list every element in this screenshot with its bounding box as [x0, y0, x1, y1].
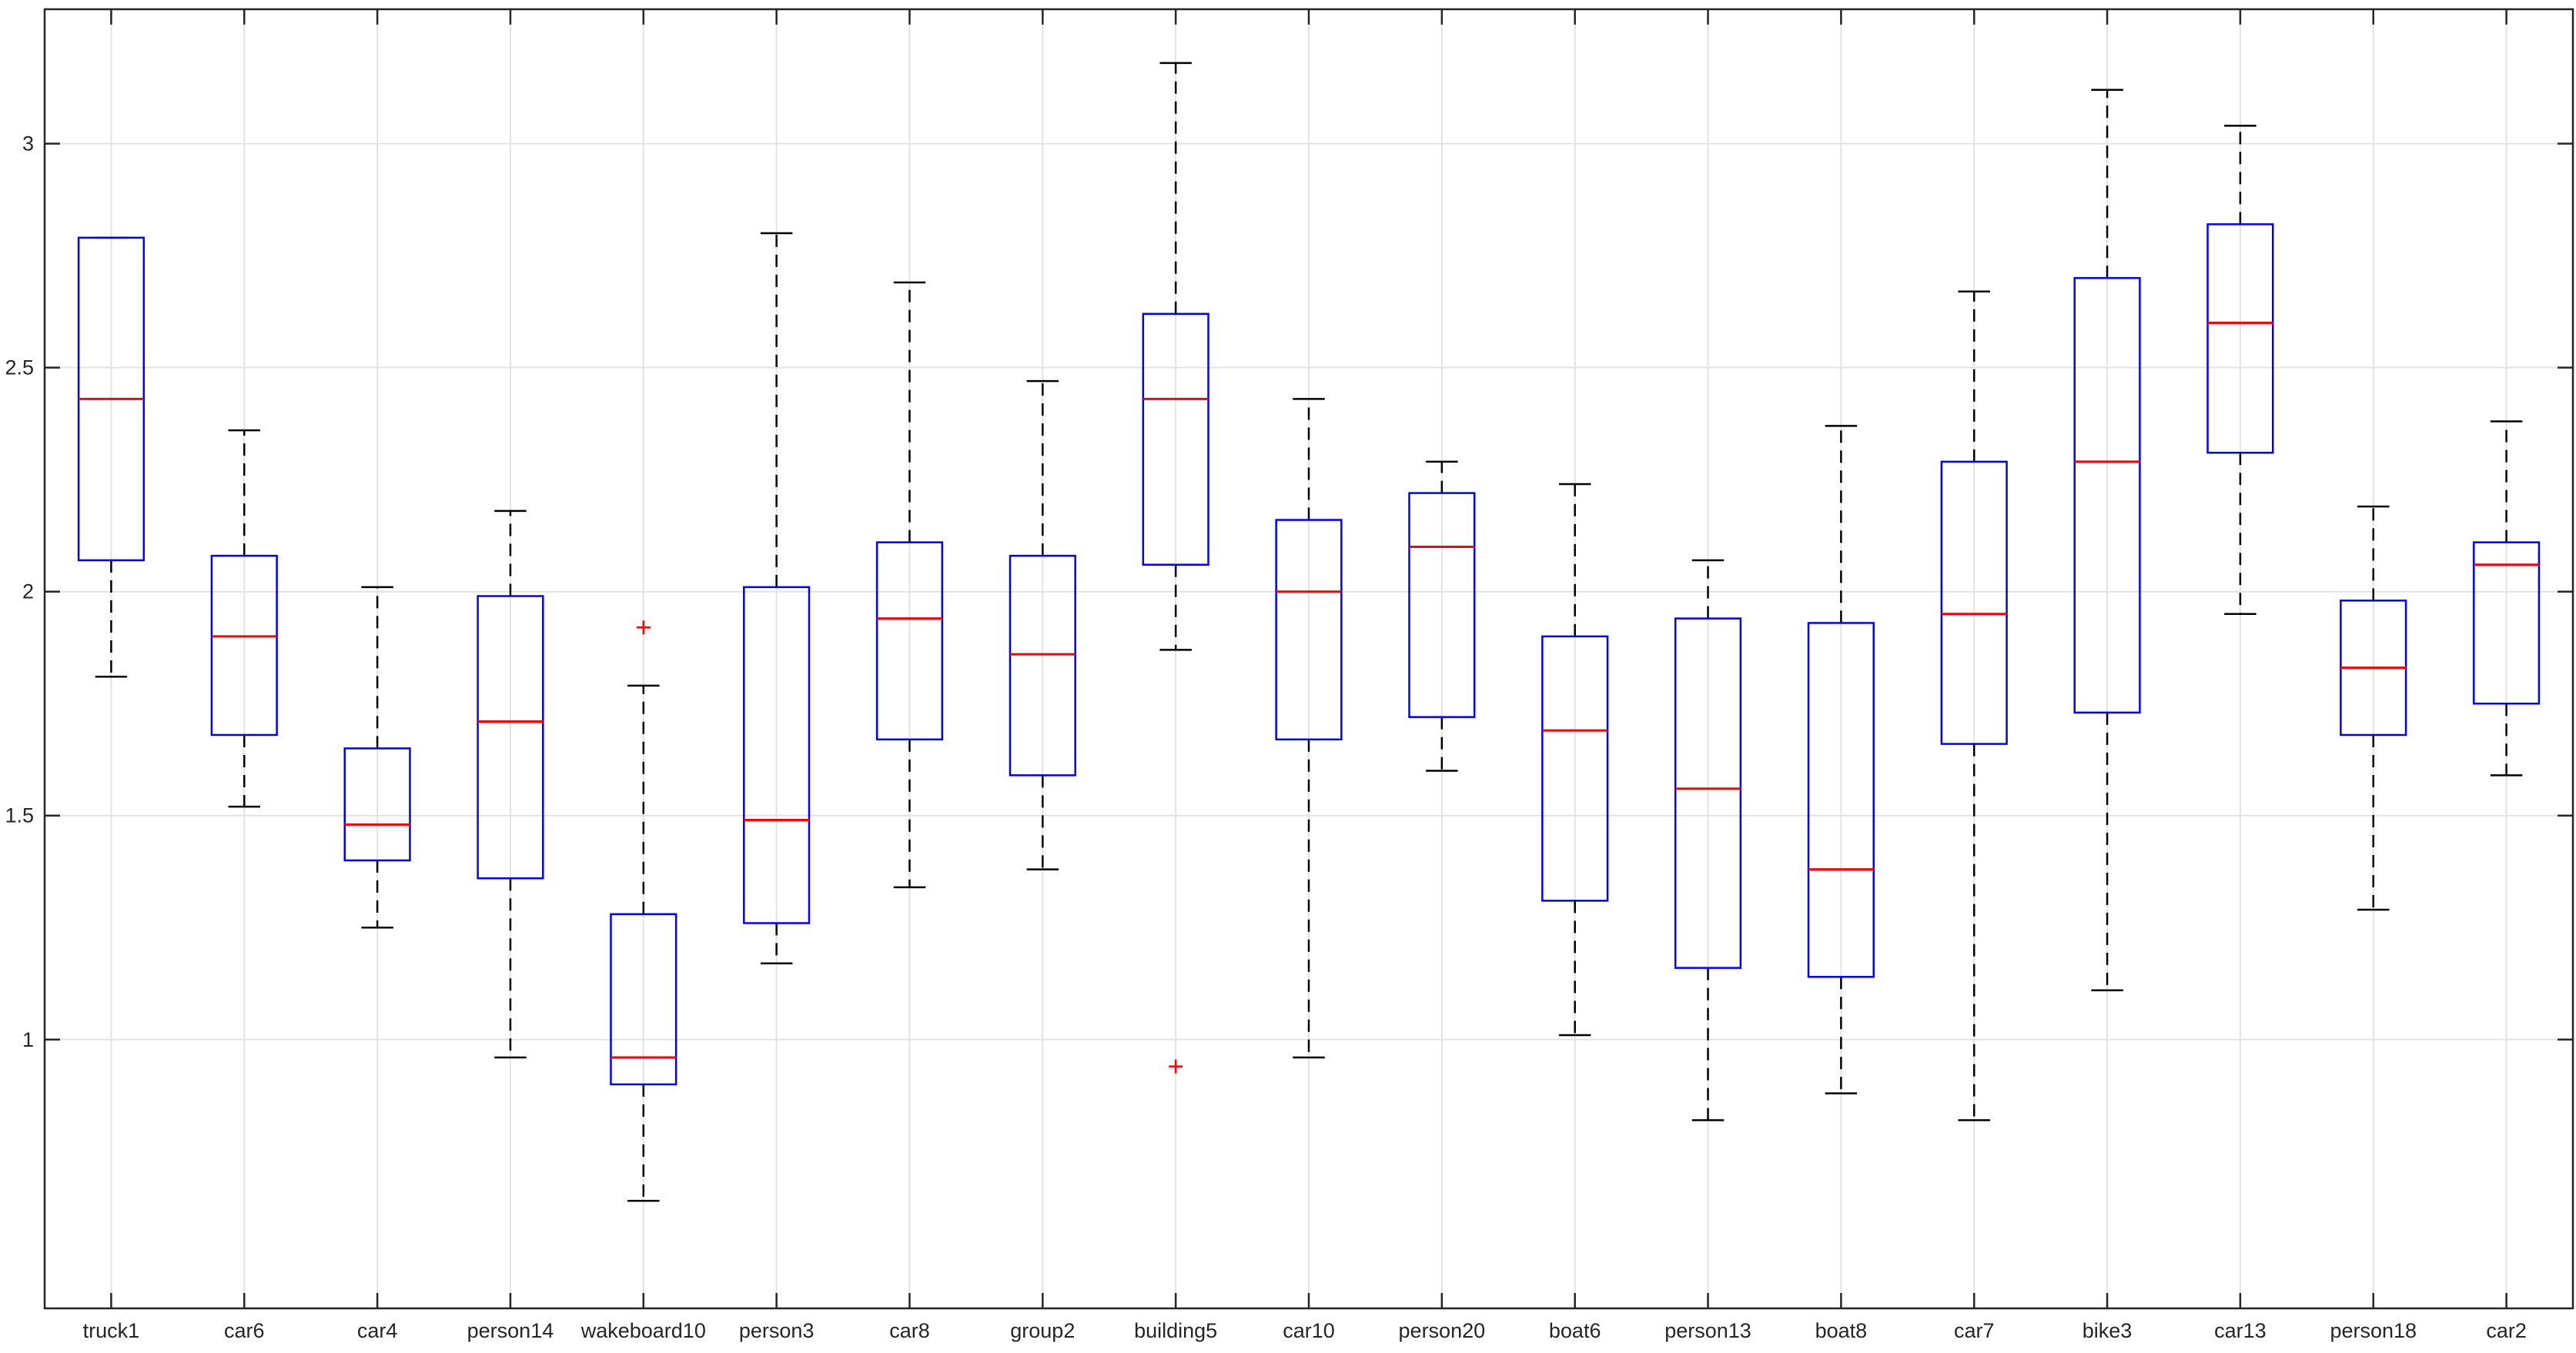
x-tick-label: car4	[357, 1319, 398, 1342]
iqr-box	[1940, 460, 2008, 745]
y-tick-label: 2	[22, 580, 34, 603]
x-tick-label: person20	[1399, 1319, 1486, 1342]
box-truck1	[77, 236, 146, 678]
box-person14	[477, 509, 544, 1059]
y-tick-label: 3	[22, 132, 34, 155]
iqr-box	[210, 554, 278, 737]
iqr-box	[610, 913, 677, 1086]
iqr-box	[1674, 617, 1742, 969]
x-tick-label: person18	[2330, 1319, 2417, 1342]
box-bike3	[2073, 89, 2141, 991]
x-tick-label: bike3	[2083, 1319, 2133, 1342]
x-tick-label: building5	[1134, 1319, 1217, 1342]
iqr-box	[2206, 223, 2274, 454]
iqr-box	[477, 595, 544, 880]
iqr-box	[1807, 622, 1875, 978]
box-car4	[343, 586, 411, 929]
iqr-box	[2073, 276, 2141, 714]
outlier-marker	[636, 620, 651, 635]
x-tick-label: wakeboard10	[580, 1319, 706, 1342]
box-person3	[743, 232, 811, 965]
box-building5	[1142, 62, 1209, 1074]
x-tick-label: truck1	[83, 1319, 140, 1342]
x-tick-label: person14	[467, 1319, 554, 1342]
y-tick-label: 2.5	[5, 356, 34, 379]
y-tick-label: 1.5	[5, 804, 34, 827]
x-tick-label: car8	[889, 1319, 930, 1342]
labels-layer: 1 1.5 2 2.5 3 truck1 car6 car4 person14 wakeboard…	[5, 132, 2526, 1342]
x-tick-label: boat6	[1549, 1319, 1601, 1342]
iqr-box	[875, 541, 944, 741]
box-car6	[210, 429, 278, 808]
x-tick-label: boat8	[1815, 1319, 1868, 1342]
iqr-box	[1408, 492, 1476, 718]
iqr-box	[1009, 554, 1076, 777]
iqr-box	[343, 747, 411, 862]
x-tick-label: car10	[1283, 1319, 1335, 1342]
iqr-box	[1541, 635, 1609, 902]
x-tick-label: group2	[1010, 1319, 1075, 1342]
x-tick-label: car13	[2214, 1319, 2267, 1342]
x-tick-label: person13	[1664, 1319, 1751, 1342]
box-group2	[1009, 379, 1076, 870]
box-boat6	[1541, 483, 1609, 1037]
box-person18	[2340, 505, 2407, 911]
box-car7	[1940, 290, 2008, 1121]
iqr-box	[1275, 519, 1343, 741]
box-person20	[1408, 460, 1476, 772]
box-car13	[2206, 125, 2274, 616]
y-tick-label: 1	[22, 1028, 34, 1051]
box-wakeboard10	[610, 620, 677, 1202]
iqr-box	[1142, 312, 1209, 566]
grid-layer	[45, 9, 2573, 1308]
iqr-box	[743, 586, 811, 924]
x-tick-label: person3	[739, 1319, 815, 1342]
box-car8	[875, 281, 944, 889]
box-car2	[2472, 420, 2541, 777]
x-tick-label: car6	[224, 1319, 265, 1342]
x-tick-label: car2	[2486, 1319, 2527, 1342]
box-boat8	[1807, 425, 1875, 1094]
boxes-layer	[77, 62, 2541, 1202]
box-person13	[1674, 559, 1742, 1121]
x-tick-label: car7	[1954, 1319, 1995, 1342]
outlier-marker	[1169, 1059, 1183, 1074]
iqr-box	[2472, 541, 2541, 705]
box-car10	[1275, 398, 1343, 1059]
axes-layer	[43, 8, 2574, 1310]
